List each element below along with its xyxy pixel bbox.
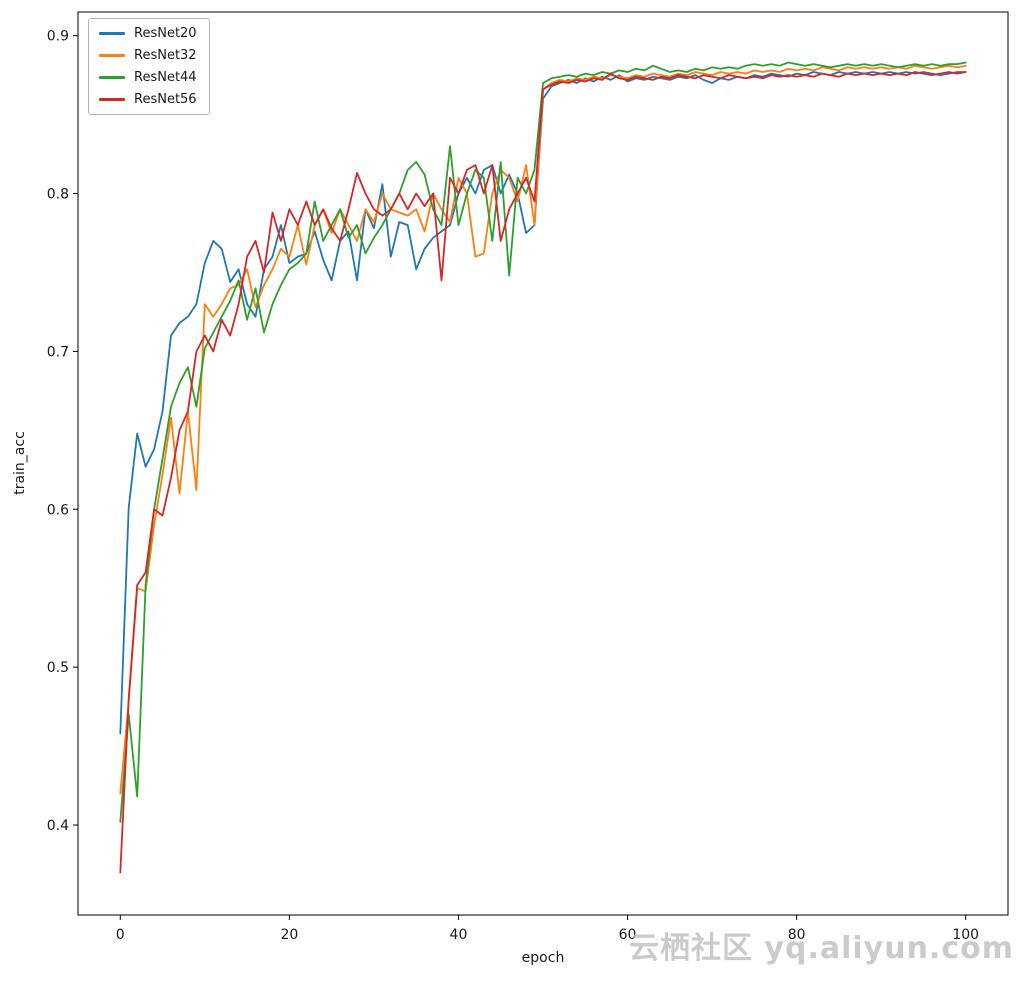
legend-line-swatch xyxy=(99,76,125,79)
x-tick-label: 60 xyxy=(619,927,637,943)
legend-item-resnet32: ResNet32 xyxy=(99,48,197,63)
plot-line-resnet20 xyxy=(119,71,967,735)
plot-line-resnet32 xyxy=(119,64,967,795)
x-tick-label: 20 xyxy=(280,927,298,943)
x-tick-label: 0 xyxy=(116,927,125,943)
legend-item-resnet56: ResNet56 xyxy=(99,92,197,107)
legend-label: ResNet44 xyxy=(134,70,197,85)
y-tick-label: 0.4 xyxy=(47,818,69,834)
legend-label: ResNet56 xyxy=(134,92,197,107)
legend-item-resnet20: ResNet20 xyxy=(99,26,197,41)
y-tick-label: 0.5 xyxy=(47,660,69,676)
legend-item-resnet44: ResNet44 xyxy=(99,70,197,85)
legend-label: ResNet32 xyxy=(134,48,197,63)
plot-border xyxy=(77,11,1009,916)
y-tick-label: 0.6 xyxy=(47,502,69,518)
y-tick-label: 0.7 xyxy=(47,344,69,360)
x-tick-label: 40 xyxy=(450,927,468,943)
x-axis-label: epoch xyxy=(521,950,565,966)
legend: ResNet20 ResNet32 ResNet44 ResNet56 xyxy=(88,18,210,115)
plot-line-resnet44 xyxy=(119,61,967,823)
legend-line-swatch xyxy=(99,98,125,101)
x-tick-label: 100 xyxy=(952,927,979,943)
legend-line-swatch xyxy=(99,32,125,35)
x-tick-label: 80 xyxy=(788,927,806,943)
y-axis-label: train_acc xyxy=(12,431,28,495)
plot-line-resnet56 xyxy=(119,71,967,874)
y-tick-label: 0.9 xyxy=(47,29,69,45)
y-tick-label: 0.8 xyxy=(47,187,69,203)
legend-label: ResNet20 xyxy=(134,26,197,41)
legend-line-swatch xyxy=(99,54,125,57)
